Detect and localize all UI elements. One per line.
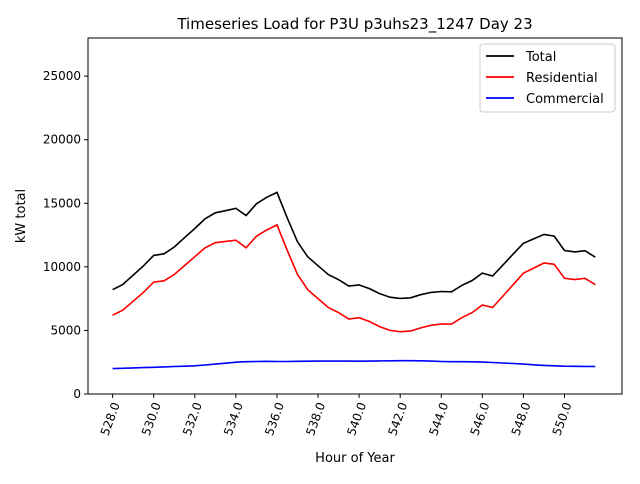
legend-box: [479, 43, 616, 113]
x-tick-label: 534.0: [221, 400, 246, 437]
y-tick-label: 5000: [50, 323, 81, 337]
legend-label-commercial: Commercial: [526, 92, 604, 107]
y-tick-label: 0: [73, 387, 81, 401]
legend: Total Residential Commercial: [479, 43, 616, 113]
x-tick-label: 528.0: [98, 400, 123, 437]
series-line-residential: [112, 223, 596, 333]
x-tick-label: 530.0: [139, 400, 164, 437]
y-tick-label: 10000: [43, 260, 81, 274]
legend-label-residential: Residential: [526, 71, 598, 86]
x-axis-label: Hour of Year: [315, 451, 395, 466]
y-tick-label: 20000: [43, 133, 81, 147]
y-tick-label: 25000: [43, 69, 81, 83]
plot-area: 528.0 530.0 532.0 534.0 536.0 538.0 540.0 542.0…: [43, 37, 623, 438]
legend-label-total: Total: [525, 50, 556, 65]
y-axis-label: kW total: [14, 189, 29, 243]
x-tick-label: 542.0: [385, 400, 410, 437]
x-tick-label: 538.0: [303, 400, 328, 437]
series-line-total: [112, 191, 596, 300]
x-tick-label: 532.0: [180, 400, 205, 437]
axes-frame: [87, 37, 623, 395]
x-tick-label: 550.0: [550, 400, 575, 437]
series-line-commercial: [112, 359, 596, 370]
chart-title: Timeseries Load for P3U p3uhs23_1247 Day…: [176, 15, 532, 34]
y-tick-label: 15000: [43, 196, 81, 210]
x-tick-label: 548.0: [509, 400, 534, 437]
x-tick-label: 544.0: [426, 400, 451, 437]
x-tick-label: 536.0: [262, 400, 287, 437]
x-tick-label: 546.0: [468, 400, 493, 437]
x-tick-label: 540.0: [344, 400, 369, 437]
